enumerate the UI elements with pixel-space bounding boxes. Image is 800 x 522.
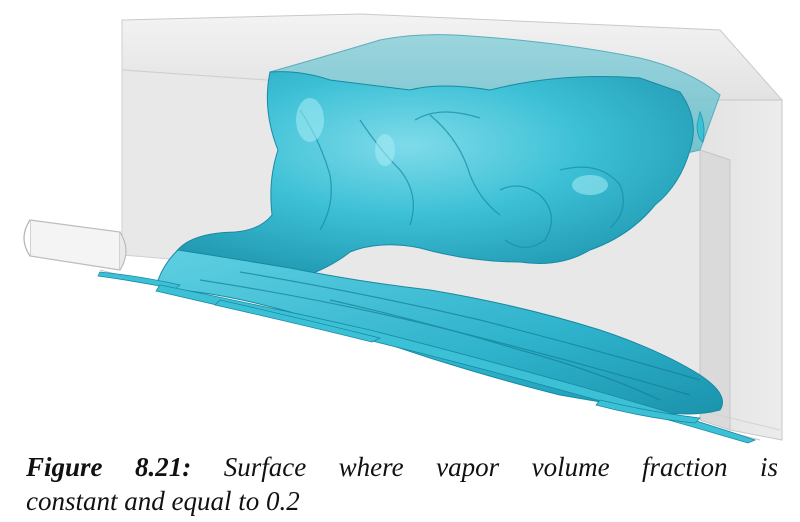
vapor-drip bbox=[696, 110, 705, 143]
caption-text-line-1: Surface where vapor volume fraction is bbox=[223, 452, 779, 482]
figure-label: Figure 8.21: bbox=[26, 452, 192, 482]
figure-image bbox=[23, 13, 784, 444]
caption-text-line-2: constant and equal to 0.2 bbox=[26, 486, 300, 516]
vapor-floor-film bbox=[97, 271, 757, 444]
caption-line-1: Figure 8.21: Surface where vapor volume … bbox=[26, 450, 778, 484]
vapor-sheet-streaks bbox=[199, 271, 701, 401]
vapor-cloud-highlights bbox=[296, 98, 608, 195]
figure-caption: Figure 8.21: Surface where vapor volume … bbox=[26, 450, 778, 518]
